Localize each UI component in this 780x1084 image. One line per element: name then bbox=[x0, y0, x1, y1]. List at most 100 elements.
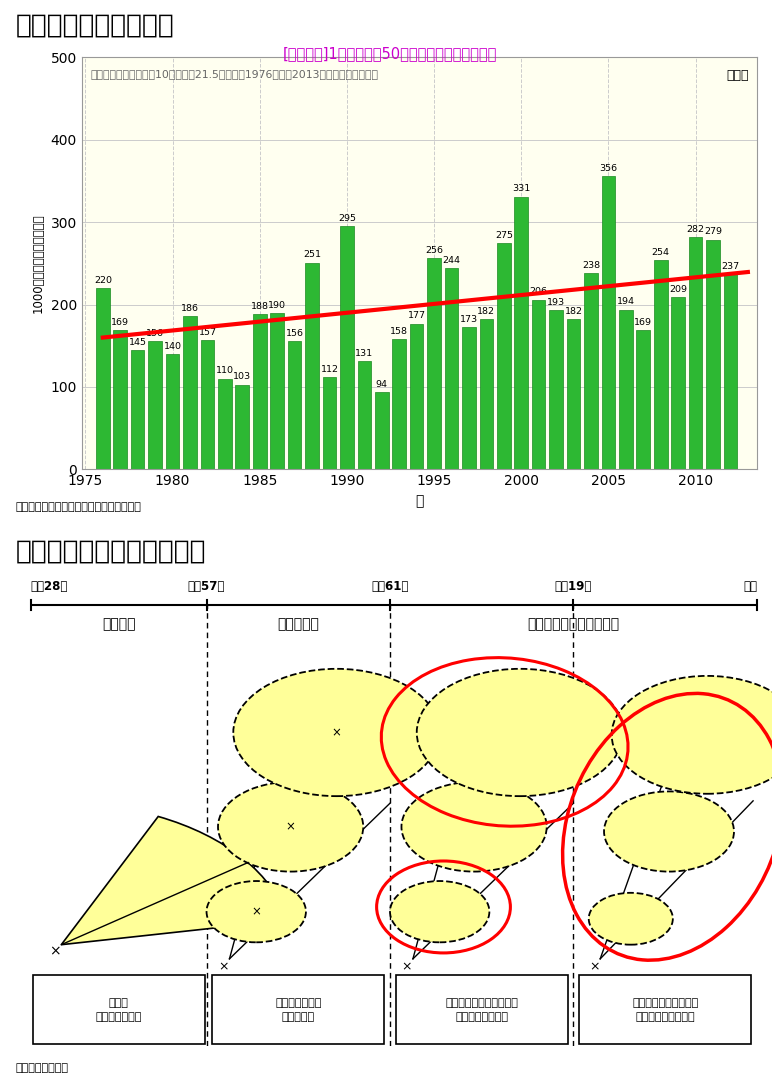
Bar bbox=[236, 385, 249, 469]
Text: 244: 244 bbox=[442, 256, 460, 266]
Bar bbox=[445, 269, 459, 469]
Text: 予報円方式: 予報円方式 bbox=[278, 617, 319, 631]
Text: 279: 279 bbox=[704, 228, 722, 236]
Text: 平成19年: 平成19年 bbox=[555, 580, 592, 593]
Bar bbox=[515, 196, 528, 469]
Text: 台風予報の表示方法の変遷: 台風予報の表示方法の変遷 bbox=[16, 539, 206, 565]
Bar bbox=[375, 392, 388, 469]
X-axis label: 年: 年 bbox=[415, 494, 424, 507]
Circle shape bbox=[390, 881, 489, 942]
Bar bbox=[410, 323, 424, 469]
Text: 331: 331 bbox=[512, 184, 530, 193]
Text: 103: 103 bbox=[233, 372, 251, 382]
Circle shape bbox=[218, 782, 363, 872]
Text: 186: 186 bbox=[181, 304, 199, 313]
Text: 169: 169 bbox=[634, 318, 652, 327]
Text: 明瞭な変化傾向あり（10年あたり21.5回増加、1976年から2013年のデータを使用）: 明瞭な変化傾向あり（10年あたり21.5回増加、1976年から2013年のデータ… bbox=[90, 69, 378, 79]
Text: 112: 112 bbox=[321, 365, 339, 374]
Text: 209: 209 bbox=[669, 285, 687, 294]
Bar bbox=[288, 340, 301, 469]
Bar bbox=[567, 320, 580, 469]
Bar bbox=[113, 331, 127, 469]
Text: 157: 157 bbox=[198, 327, 216, 337]
FancyBboxPatch shape bbox=[580, 976, 751, 1044]
Bar bbox=[584, 273, 597, 469]
Bar bbox=[672, 297, 685, 469]
Text: 173: 173 bbox=[460, 314, 478, 323]
Bar bbox=[271, 313, 284, 469]
Text: 予報円＋暴風警戒域方式: 予報円＋暴風警戒域方式 bbox=[527, 617, 619, 631]
FancyBboxPatch shape bbox=[33, 976, 204, 1044]
Text: 238: 238 bbox=[582, 261, 600, 270]
Text: 158: 158 bbox=[390, 327, 408, 336]
Circle shape bbox=[233, 669, 440, 796]
Text: 188: 188 bbox=[250, 302, 269, 311]
Text: 110: 110 bbox=[216, 366, 234, 375]
Text: 扇形方式: 扇形方式 bbox=[102, 617, 136, 631]
Text: ×: × bbox=[285, 821, 296, 834]
FancyBboxPatch shape bbox=[212, 976, 385, 1044]
Text: 140: 140 bbox=[164, 341, 182, 351]
Circle shape bbox=[207, 881, 306, 942]
Bar bbox=[183, 317, 197, 469]
Bar bbox=[497, 243, 511, 469]
Bar bbox=[706, 240, 720, 469]
Text: 206: 206 bbox=[530, 287, 548, 296]
Bar bbox=[462, 327, 476, 469]
Text: 短時間強雨の増加傾向: 短時間強雨の増加傾向 bbox=[16, 13, 175, 39]
Text: 356: 356 bbox=[599, 164, 618, 172]
Text: 177: 177 bbox=[408, 311, 426, 320]
Bar bbox=[166, 354, 179, 469]
Bar bbox=[253, 314, 267, 469]
Text: 昭和61年: 昭和61年 bbox=[371, 580, 409, 593]
Wedge shape bbox=[62, 816, 287, 944]
Circle shape bbox=[417, 669, 623, 796]
Text: 182: 182 bbox=[477, 307, 495, 317]
Text: 気象庁: 気象庁 bbox=[726, 69, 749, 82]
Text: 昭和28年: 昭和28年 bbox=[30, 580, 68, 593]
Circle shape bbox=[604, 791, 734, 872]
Text: 237: 237 bbox=[722, 262, 739, 271]
Y-axis label: 1000地点あたりの観測回数: 1000地点あたりの観測回数 bbox=[32, 214, 45, 313]
Bar bbox=[392, 339, 406, 469]
Text: 193: 193 bbox=[547, 298, 566, 307]
Bar bbox=[689, 237, 702, 469]
Text: 出典：気象庁資料: 出典：気象庁資料 bbox=[16, 1063, 69, 1073]
Text: [アメダス]1時間降水量50ミリ以上の年間観測回数: [アメダス]1時間降水量50ミリ以上の年間観測回数 bbox=[283, 47, 497, 62]
Text: 方向及び速さの
誤差を表示: 方向及び速さの 誤差を表示 bbox=[275, 997, 321, 1021]
Text: 145: 145 bbox=[129, 337, 147, 347]
Bar bbox=[200, 340, 215, 469]
Text: 295: 295 bbox=[338, 214, 356, 223]
Bar bbox=[340, 227, 353, 469]
Text: 156: 156 bbox=[146, 328, 164, 337]
Bar bbox=[724, 274, 737, 469]
Text: ×: × bbox=[251, 905, 261, 918]
Text: 方向の
誤差のみを表示: 方向の 誤差のみを表示 bbox=[95, 997, 142, 1021]
Bar bbox=[532, 299, 545, 469]
Text: ×: × bbox=[218, 960, 229, 973]
Bar bbox=[305, 262, 319, 469]
Text: ×: × bbox=[402, 960, 412, 973]
Text: 251: 251 bbox=[303, 250, 321, 259]
Bar bbox=[480, 320, 493, 469]
Text: 156: 156 bbox=[285, 328, 303, 337]
Text: ×: × bbox=[589, 960, 599, 973]
Text: 220: 220 bbox=[94, 275, 112, 285]
Text: 169: 169 bbox=[112, 318, 129, 327]
Text: 256: 256 bbox=[425, 246, 443, 255]
Bar bbox=[96, 288, 110, 469]
Text: 進路予報誤差を加味した
暴風警戒域を表示: 進路予報誤差を加味した 暴風警戒域を表示 bbox=[445, 997, 518, 1021]
Bar bbox=[131, 350, 144, 469]
Text: 現在: 現在 bbox=[743, 580, 757, 593]
Circle shape bbox=[402, 782, 547, 872]
Text: 194: 194 bbox=[617, 297, 635, 307]
Text: 190: 190 bbox=[268, 300, 286, 310]
Bar bbox=[601, 176, 615, 469]
Bar bbox=[549, 310, 563, 469]
Bar bbox=[148, 340, 162, 469]
Bar bbox=[427, 258, 441, 469]
Circle shape bbox=[612, 676, 780, 793]
Text: 予報期間の暴風警戒域
全体を囲む線を表示: 予報期間の暴風警戒域 全体を囲む線を表示 bbox=[632, 997, 698, 1021]
Bar bbox=[357, 361, 371, 469]
Text: 資料：気象庁資料（気象庁ホームページ）: 資料：気象庁資料（気象庁ホームページ） bbox=[16, 502, 141, 512]
